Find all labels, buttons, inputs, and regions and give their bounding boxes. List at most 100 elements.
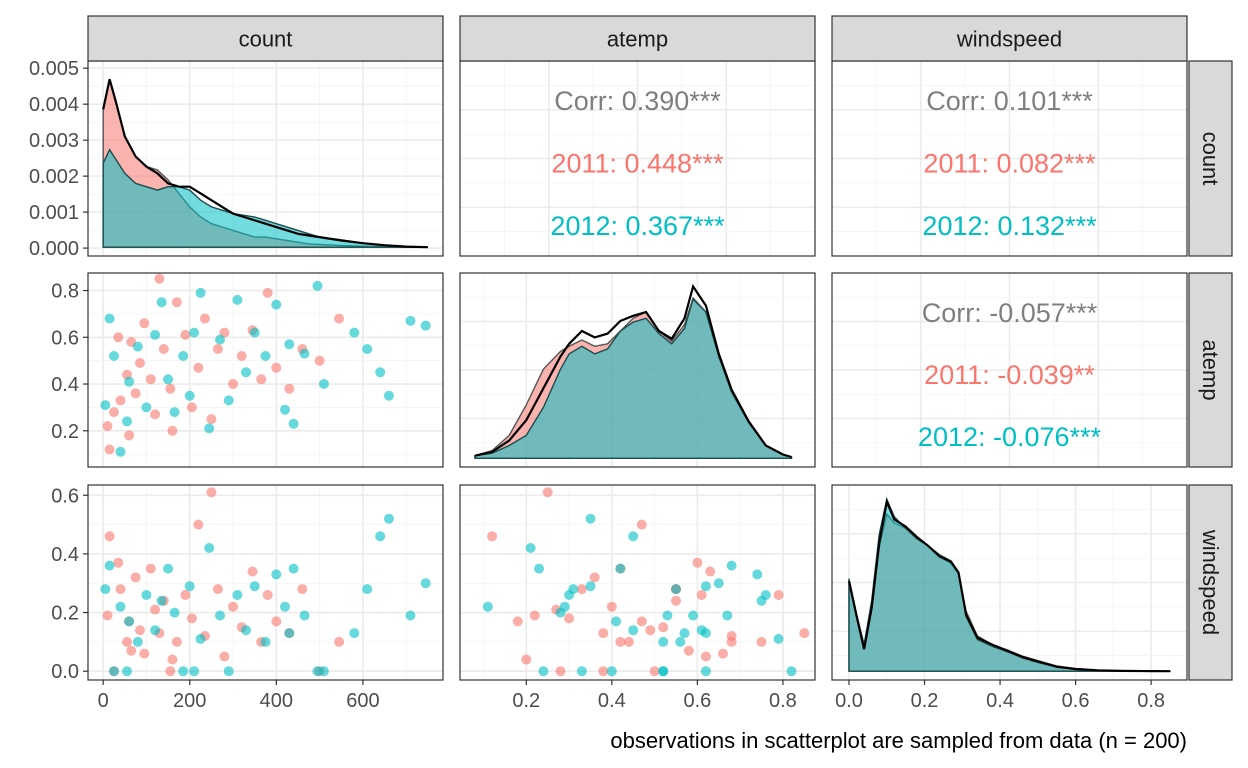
scatter-point (124, 376, 135, 387)
y-tick-label: 0.2 (51, 603, 79, 625)
scatter-point (115, 584, 126, 595)
y-tick-label: 0.4 (51, 544, 79, 566)
scatter-point (284, 339, 295, 350)
scatter-point (280, 404, 290, 415)
corr-label: 2011: 0.082*** (923, 148, 1096, 178)
panel-background (460, 485, 815, 680)
scatter-point (564, 613, 575, 624)
scatter-point (241, 625, 251, 636)
scatter-point (260, 636, 271, 647)
scatter-point (773, 633, 784, 644)
scatter-point (150, 329, 161, 340)
scatter-point (288, 418, 299, 429)
panel-background (88, 485, 443, 680)
scatter-point (167, 425, 178, 436)
scatter-point (150, 604, 161, 615)
x-tick-label: 0.4 (598, 690, 626, 712)
scatter-point (193, 362, 204, 373)
plot-caption: observations in scatterplot are sampled … (610, 728, 1187, 753)
scatter-point (206, 487, 217, 498)
panel-border (831, 484, 1188, 681)
y-tick-label: 0.001 (29, 202, 79, 224)
scatter-point (156, 297, 167, 308)
scatter-point (615, 636, 626, 647)
scatter-point (658, 622, 669, 633)
scatter-point (334, 313, 345, 324)
scatter-point (679, 628, 690, 639)
scatter-point (124, 616, 135, 627)
scatter-point (219, 651, 230, 662)
scatter-point (215, 334, 225, 345)
scatter-point (158, 344, 169, 354)
y-tick-label: 0.0 (51, 661, 79, 683)
strip-label-top: count (239, 27, 293, 52)
scatter-point (314, 355, 325, 366)
scatter-point (122, 666, 132, 677)
scatter-point (628, 531, 639, 542)
scatter-point (184, 390, 195, 401)
scatter-point (297, 584, 308, 595)
scatter-point (141, 590, 152, 600)
scatter-point (362, 584, 373, 595)
scatter-point (228, 601, 238, 612)
scatter-point (271, 362, 282, 373)
scatter-point (115, 395, 126, 406)
corr-label: 2011: -0.039** (924, 360, 1095, 390)
scatter-point (585, 581, 596, 592)
scatter-point (115, 446, 126, 457)
scatter-point (589, 572, 600, 583)
scatter-point (487, 531, 498, 542)
strip-label-right: windspeed (1198, 529, 1223, 635)
scatter-point (171, 297, 182, 308)
y-tick-label: 0.000 (29, 238, 79, 260)
panel-border (459, 272, 816, 468)
scatter-point (113, 557, 124, 568)
scatter-point (615, 563, 626, 574)
scatter-point (135, 625, 145, 636)
scatter-point (349, 628, 360, 639)
strip-label-top: windspeed (956, 27, 1062, 52)
x-tick-label: 0 (98, 690, 109, 712)
scatter-point (247, 566, 258, 577)
y-tick-label: 0.005 (29, 58, 79, 80)
scatter-point (206, 414, 217, 425)
scatter-point (284, 628, 295, 639)
scatter-point (113, 332, 124, 343)
scatter-point (375, 367, 386, 378)
scatter-point (671, 595, 681, 606)
x-tick-label: 0.6 (1062, 690, 1090, 712)
density-line-overall (474, 283, 792, 459)
scatter-point (139, 648, 150, 659)
scatter-point (212, 584, 223, 595)
scatter-point (232, 590, 243, 600)
scatter-point (156, 595, 167, 606)
scatter-point (165, 666, 176, 677)
y-tick-label: 0.003 (29, 130, 79, 152)
scatter-point (130, 572, 141, 583)
y-tick-label: 0.6 (51, 327, 79, 349)
scatter-point (611, 616, 622, 627)
scatter-point (109, 407, 119, 418)
corr-label: Corr: 0.101*** (926, 86, 1093, 116)
scatter-point (692, 557, 703, 568)
scatter-point (700, 581, 711, 592)
scatter-point (130, 388, 141, 399)
scatter-point (135, 358, 145, 368)
scatter-point (171, 636, 182, 647)
scatter-point (538, 666, 549, 677)
scatter-point (585, 513, 596, 524)
scatter-point (100, 400, 111, 411)
scatter-point (271, 299, 282, 310)
scatter-point (223, 395, 234, 406)
density-line-overall (847, 497, 1171, 673)
scatter-point (318, 666, 329, 677)
scatter-point (362, 344, 373, 354)
scatter-point (576, 584, 587, 595)
scatter-point (204, 543, 215, 553)
y-tick-label: 0.8 (51, 281, 79, 303)
scatter-point (249, 327, 260, 338)
scatter-point (713, 578, 724, 589)
panel-border (459, 484, 816, 681)
scatter-point (318, 379, 329, 389)
scatter-point (236, 351, 247, 361)
